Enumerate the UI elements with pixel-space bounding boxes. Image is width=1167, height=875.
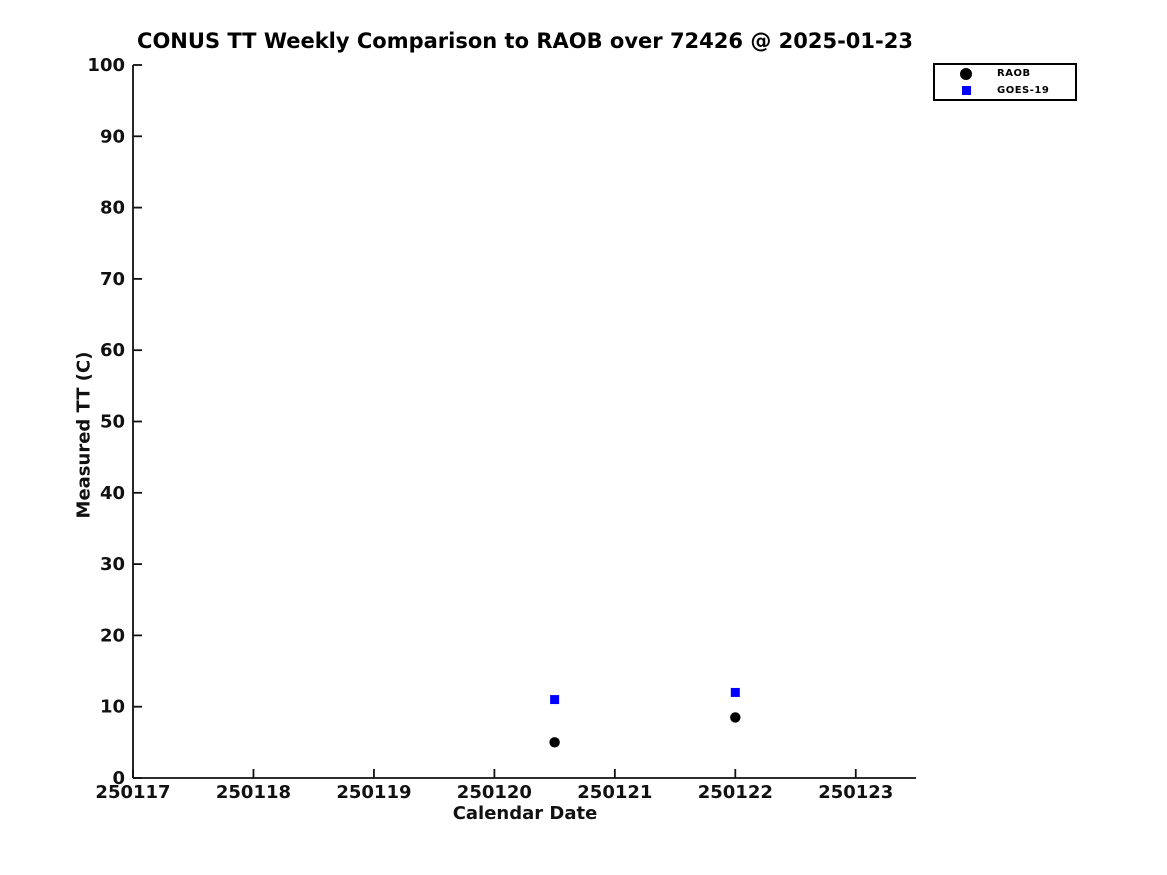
x-tick-label: 250122 — [698, 782, 773, 803]
y-tick-label: 0 — [112, 768, 125, 789]
y-axis-label: Measured TT (C) — [73, 351, 95, 519]
x-axis-label: Calendar Date — [452, 803, 598, 824]
goes19-square-marker-icon — [961, 86, 971, 95]
y-tick-label: 10 — [100, 697, 125, 718]
x-tick-label: 250119 — [336, 782, 411, 803]
chart-title: CONUS TT Weekly Comparison to RAOB over … — [137, 29, 913, 53]
x-tick-label: 250117 — [95, 782, 170, 803]
legend-item-goes19: GOES-19 — [935, 82, 1075, 99]
data-point-goes-19 — [550, 695, 560, 705]
x-tick-label: 250118 — [216, 782, 291, 803]
x-tick-label: 250121 — [577, 782, 652, 803]
x-tick-label: 250123 — [818, 782, 893, 803]
raob-circle-marker-icon — [960, 67, 972, 80]
legend-marker-cell — [935, 67, 997, 80]
y-tick-label: 60 — [100, 340, 125, 361]
y-tick-label: 100 — [87, 55, 125, 76]
data-point-raob — [549, 737, 560, 748]
legend-label-goes19: GOES-19 — [997, 85, 1050, 96]
legend: RAOB GOES-19 — [933, 63, 1077, 101]
legend-label-raob: RAOB — [997, 68, 1031, 79]
y-tick-label: 80 — [100, 198, 125, 219]
x-tick-label: 250120 — [457, 782, 532, 803]
y-tick-label: 20 — [100, 625, 125, 646]
legend-item-raob: RAOB — [935, 65, 1075, 82]
data-point-goes-19 — [730, 687, 740, 697]
y-tick-label: 70 — [100, 269, 125, 290]
y-tick-label: 90 — [100, 126, 125, 147]
legend-marker-cell — [935, 86, 997, 95]
y-tick-label: 50 — [100, 412, 125, 433]
data-point-raob — [730, 712, 741, 723]
y-tick-label: 30 — [100, 554, 125, 575]
y-tick-label: 40 — [100, 483, 125, 504]
